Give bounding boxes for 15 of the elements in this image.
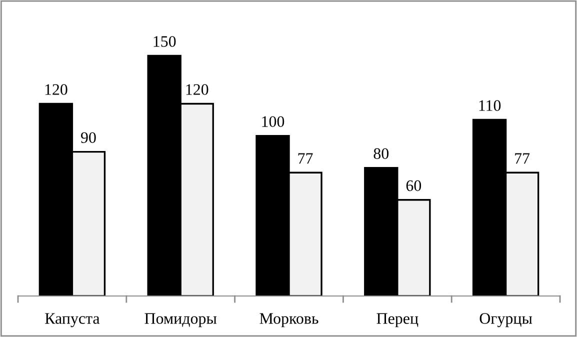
x-tick-label: Помидоры — [144, 313, 217, 328]
data-label: 120 — [45, 84, 68, 95]
data-label: 150 — [154, 36, 176, 47]
x-tick-label: Перец — [376, 313, 418, 328]
data-label: 80 — [374, 148, 389, 160]
data-label: 60 — [406, 180, 422, 192]
data-label: 77 — [515, 153, 530, 164]
x-tick-label: Капуста — [45, 313, 100, 328]
x-tick-label: Морковь — [260, 313, 318, 328]
data-label: 90 — [80, 132, 96, 143]
data-label: 120 — [186, 84, 208, 95]
x-tick-label: Огурцы — [480, 313, 532, 328]
data-label: 77 — [298, 153, 313, 164]
data-label: 100 — [262, 116, 284, 127]
data-label: 110 — [479, 100, 501, 111]
